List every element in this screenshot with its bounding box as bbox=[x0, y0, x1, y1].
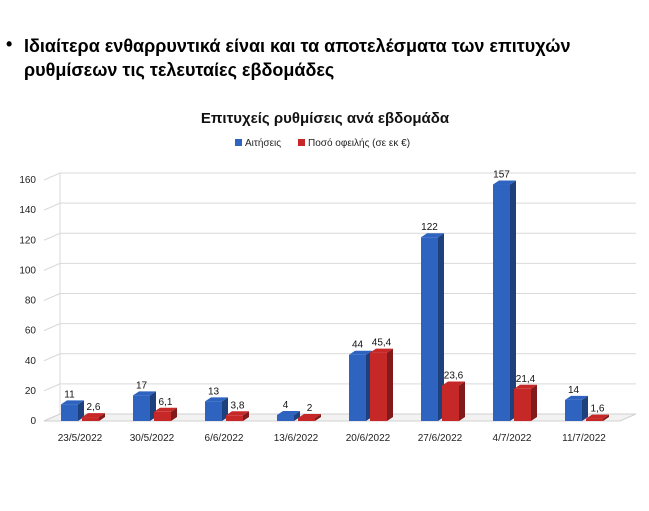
bullet-marker: • bbox=[6, 34, 13, 54]
y-tick-label: 60 bbox=[25, 326, 37, 337]
bar-requests bbox=[133, 395, 150, 421]
bar-amount bbox=[514, 388, 531, 421]
data-label-amount: 2 bbox=[307, 403, 313, 414]
x-tick-label: 20/6/2022 bbox=[346, 433, 391, 444]
bar-top-amount bbox=[370, 348, 393, 353]
bar-amount bbox=[82, 417, 99, 421]
gridline-depth bbox=[43, 262, 61, 271]
bar-top-requests bbox=[61, 400, 84, 405]
data-label-amount: 2,6 bbox=[87, 402, 101, 413]
data-label-amount: 3,8 bbox=[231, 400, 245, 411]
bar-amount bbox=[226, 415, 243, 421]
data-label-amount: 1,6 bbox=[591, 404, 605, 415]
gridline-depth bbox=[43, 293, 61, 301]
y-tick-label: 140 bbox=[19, 205, 36, 216]
bar-top-amount bbox=[154, 407, 177, 412]
bar-side-amount bbox=[459, 381, 465, 421]
bar-requests bbox=[421, 237, 438, 421]
bar-top-amount bbox=[442, 381, 465, 386]
bar-top-amount bbox=[514, 384, 537, 389]
bar-requests bbox=[277, 414, 294, 421]
x-tick-label: 13/6/2022 bbox=[274, 433, 319, 444]
data-label-amount: 21,4 bbox=[516, 374, 536, 385]
data-label-amount: 45,4 bbox=[372, 338, 392, 349]
gridline-depth bbox=[43, 202, 61, 211]
gridline-depth bbox=[43, 383, 61, 392]
bar-top-amount bbox=[586, 414, 609, 419]
y-tick-label: 20 bbox=[25, 386, 37, 397]
bar-top-requests bbox=[349, 350, 372, 355]
x-tick-label: 6/6/2022 bbox=[205, 433, 244, 444]
bar-top-requests bbox=[493, 180, 516, 185]
data-label-amount: 6,1 bbox=[159, 397, 173, 408]
bar-side-requests bbox=[510, 180, 516, 421]
bar-side-amount bbox=[99, 413, 105, 421]
bar-requests bbox=[205, 401, 222, 421]
bar-top-requests bbox=[205, 397, 228, 402]
y-tick-label: 80 bbox=[25, 296, 37, 307]
y-tick-label: 100 bbox=[19, 265, 36, 276]
bar-amount bbox=[154, 411, 171, 421]
x-tick-label: 11/7/2022 bbox=[562, 433, 606, 444]
bar-side-amount bbox=[603, 414, 609, 421]
x-tick-label: 23/5/2022 bbox=[58, 433, 103, 444]
x-tick-label: 30/5/2022 bbox=[130, 433, 175, 444]
bar-side-requests bbox=[438, 233, 444, 421]
gridline-depth bbox=[43, 323, 61, 332]
data-label-requests: 122 bbox=[421, 222, 438, 233]
bar-side-amount bbox=[315, 413, 321, 421]
bar-amount bbox=[442, 385, 459, 421]
bar-requests bbox=[565, 399, 582, 421]
bar-top-amount bbox=[298, 413, 321, 418]
data-label-requests: 11 bbox=[64, 389, 75, 400]
legend-swatch-requests bbox=[235, 139, 242, 146]
bar-amount bbox=[586, 418, 603, 421]
x-tick-label: 27/6/2022 bbox=[418, 433, 463, 444]
legend-label-requests: Αιτήσεις bbox=[245, 137, 281, 149]
bar-requests bbox=[349, 354, 366, 421]
chart-legend: Αιτήσεις Ποσό οφειλής (σε εκ €) bbox=[235, 137, 410, 149]
data-label-requests: 44 bbox=[352, 340, 364, 351]
bar-side-amount bbox=[531, 384, 537, 421]
slide-heading: Ιδιαίτερα ενθαρρυντικά είναι και τα αποτ… bbox=[24, 36, 571, 80]
chart-floor bbox=[43, 413, 637, 422]
data-label-requests: 13 bbox=[208, 386, 220, 397]
bar-side-requests bbox=[78, 400, 84, 421]
gridline-depth bbox=[43, 232, 61, 241]
data-label-requests: 17 bbox=[136, 380, 148, 391]
chart-title: Επιτυχείς ρυθμίσεις ανά εβδομάδα bbox=[201, 110, 450, 127]
legend-label-amount: Ποσό οφειλής (σε εκ €) bbox=[308, 137, 410, 149]
gridline-depth bbox=[43, 172, 61, 181]
bar-top-requests bbox=[277, 410, 300, 415]
bar-top-requests bbox=[421, 233, 444, 238]
y-tick-label: 160 bbox=[19, 175, 36, 186]
bar-requests bbox=[493, 184, 510, 421]
data-label-requests: 4 bbox=[283, 400, 289, 411]
bar-requests bbox=[61, 404, 78, 421]
y-tick-label: 40 bbox=[25, 356, 37, 367]
bar-top-requests bbox=[133, 391, 156, 396]
bar-side-amount bbox=[171, 407, 177, 421]
gridline-depth bbox=[43, 353, 61, 362]
bar-amount bbox=[298, 417, 315, 421]
y-tick-label: 120 bbox=[19, 235, 36, 246]
legend-swatch-amount bbox=[298, 139, 305, 146]
bar-side-requests bbox=[294, 410, 300, 421]
bar-top-amount bbox=[226, 411, 249, 416]
data-label-requests: 14 bbox=[568, 385, 580, 396]
bar-top-amount bbox=[82, 413, 105, 418]
bar-side-amount bbox=[387, 348, 393, 421]
data-label-amount: 23,6 bbox=[444, 370, 464, 381]
x-tick-label: 4/7/2022 bbox=[493, 433, 532, 444]
bar-side-requests bbox=[582, 395, 588, 421]
bar-amount bbox=[370, 352, 387, 421]
data-label-requests: 157 bbox=[493, 170, 510, 181]
bar-side-amount bbox=[243, 411, 249, 421]
bar-top-requests bbox=[565, 395, 588, 400]
y-tick-label: 0 bbox=[30, 416, 36, 427]
